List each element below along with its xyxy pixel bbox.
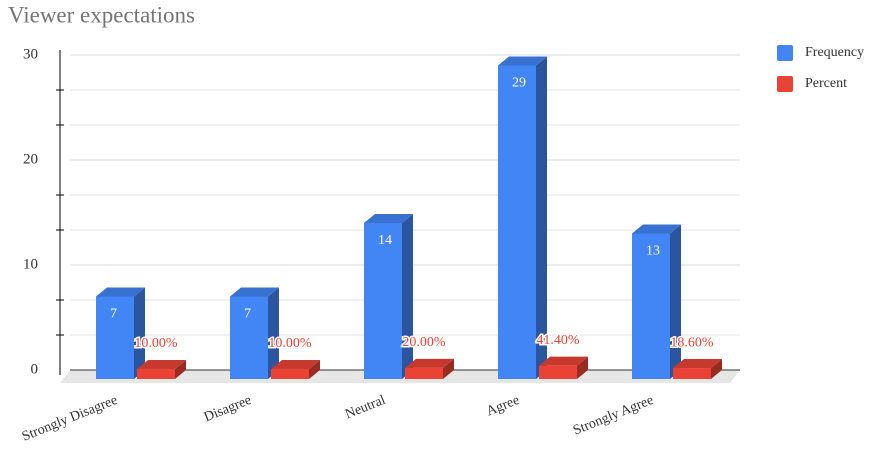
bar-side [134,287,145,379]
x-tick-label: Neutral [343,393,388,423]
bar-top [498,56,547,66]
value-label: 20.00% [402,335,446,350]
bar-front [498,65,536,379]
value-label: 10.00% [268,336,312,351]
bar [137,359,186,379]
y-tick-label: 20 [23,151,38,167]
legend-swatch [777,45,793,61]
bar [673,359,722,379]
bar [271,359,320,379]
bar [364,214,413,379]
x-tick-label: Strongly Disagree [20,393,120,445]
y-tick-label: 10 [23,256,38,272]
chart-title: Viewer expectations [8,2,195,27]
value-label: 29 [512,76,526,91]
x-tick-label: Disagree [202,393,254,426]
value-label: 10.00% [134,336,178,351]
bar-side [268,287,279,379]
bar-side [536,56,547,379]
bar-front [230,296,268,379]
bar-top [405,358,454,368]
bar [632,224,681,379]
bar-front [96,296,134,379]
bar-top [364,214,413,223]
legend-swatch [777,76,793,92]
bar [405,358,454,379]
bar-side [402,214,413,379]
bar-side [577,356,588,379]
y-tick-label: 30 [23,46,38,62]
bar-front [632,233,670,379]
value-label: 14 [378,233,392,248]
bar-top [632,224,681,234]
bar-top [673,359,722,369]
legend-label: Percent [805,76,847,91]
bar-front [137,368,175,379]
value-label: 13 [646,244,660,259]
bar-top [539,356,588,366]
bar-side [670,224,681,379]
value-label: 41.40% [536,333,580,348]
value-label: 7 [110,307,117,322]
legend-label: Frequency [805,45,864,60]
bar-side [309,359,320,379]
bar-front [673,368,711,379]
x-tick-label: Agree [484,393,521,420]
value-label: 7 [244,307,251,322]
bar [498,56,547,379]
bar-side [711,359,722,379]
bar [230,287,279,379]
bar-front [271,368,309,379]
bar-front [405,367,443,379]
bar-side [443,358,454,379]
bar-top [271,359,320,369]
bar-side [175,359,186,379]
value-label: 18.60% [670,335,714,350]
x-tick-label: Strongly Agree [571,393,656,439]
bar-top [230,287,279,297]
y-tick-label: 0 [31,361,39,377]
bar-top [96,287,145,297]
bar-front [364,223,402,379]
bar-front [539,365,577,379]
bar-top [137,359,186,369]
bar [539,356,588,379]
bar [96,287,145,379]
